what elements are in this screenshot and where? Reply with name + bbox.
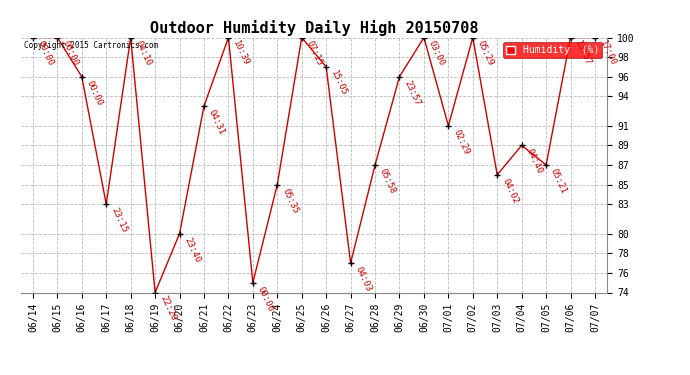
Text: Copyright 2015 Cartronics.com: Copyright 2015 Cartronics.com bbox=[23, 41, 158, 50]
Text: 05:21: 05:21 bbox=[549, 167, 569, 195]
Text: 05:29: 05:29 bbox=[475, 39, 495, 68]
Text: 13:57: 13:57 bbox=[573, 39, 593, 68]
Text: 04:31: 04:31 bbox=[207, 108, 226, 136]
Text: 23:15: 23:15 bbox=[109, 206, 128, 234]
Text: 17:00: 17:00 bbox=[598, 39, 618, 68]
Text: 00:00: 00:00 bbox=[256, 285, 275, 313]
Text: 05:58: 05:58 bbox=[378, 167, 397, 195]
Text: 23:57: 23:57 bbox=[402, 79, 422, 107]
Text: 04:03: 04:03 bbox=[353, 265, 373, 293]
Text: 04:10: 04:10 bbox=[134, 39, 153, 68]
Text: 10:39: 10:39 bbox=[231, 39, 251, 68]
Text: 00:00: 00:00 bbox=[85, 79, 104, 107]
Text: 02:29: 02:29 bbox=[451, 128, 471, 156]
Text: 04:02: 04:02 bbox=[500, 177, 520, 205]
Text: 04:40: 04:40 bbox=[524, 147, 544, 176]
Text: 22:20: 22:20 bbox=[158, 294, 177, 322]
Text: 00:00: 00:00 bbox=[60, 39, 80, 68]
Legend: Humidity  (%): Humidity (%) bbox=[502, 42, 602, 58]
Text: 00:00: 00:00 bbox=[36, 39, 55, 68]
Title: Outdoor Humidity Daily High 20150708: Outdoor Humidity Daily High 20150708 bbox=[150, 20, 478, 36]
Text: 03:00: 03:00 bbox=[427, 39, 446, 68]
Text: 15:05: 15:05 bbox=[329, 69, 348, 97]
Text: 05:35: 05:35 bbox=[280, 187, 299, 215]
Text: 07:15: 07:15 bbox=[305, 39, 324, 68]
Text: 23:40: 23:40 bbox=[182, 236, 202, 264]
